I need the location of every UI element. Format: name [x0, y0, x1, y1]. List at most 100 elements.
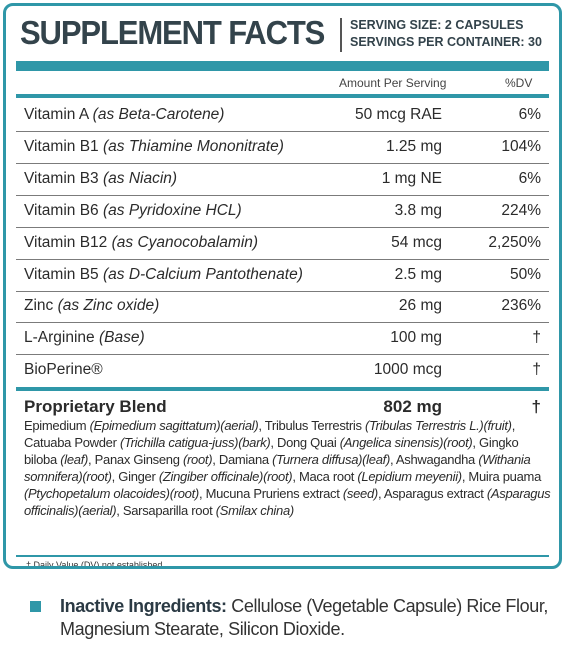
- nutrient-dv: 2,250%: [488, 233, 541, 251]
- nutrient-label: Vitamin B5: [24, 265, 99, 283]
- nutrient-amount: 100 mg: [390, 329, 442, 347]
- nutrient-dv: 6%: [518, 169, 541, 187]
- ingredient-detail: (Ptychopetalum olacoides)(root): [24, 486, 199, 501]
- nutrient-amount: 54 mcg: [391, 233, 442, 251]
- ingredient-detail: (leaf): [60, 452, 89, 467]
- nutrient-dv: 6%: [518, 106, 541, 123]
- nutrient-dv: 50%: [509, 265, 541, 283]
- ingredient-name: , Ginger: [111, 469, 159, 484]
- nutrient-name: Vitamin B5 (as D-Calcium Pantothenate): [24, 266, 303, 284]
- table-row: L-Arginine (Base) 100 mg †: [16, 323, 549, 356]
- bullet-square-icon: [30, 601, 41, 612]
- nutrient-amount: 3.8 mg: [394, 201, 442, 219]
- nutrient-name: Zinc (as Zinc oxide): [24, 297, 159, 315]
- inactive-list: Cellulose (Vegetable Capsule) Rice Flour…: [60, 596, 549, 639]
- nutrient-source: (as Niacin): [102, 169, 178, 187]
- serving-size: SERVING SIZE: 2 CAPSULES: [350, 18, 524, 32]
- blend-ingredients: Epimedium (Epimedium sagittatum)(aerial)…: [24, 417, 554, 519]
- ingredient-detail: (Turnera diffusa)(leaf): [272, 452, 390, 467]
- ingredient-name: , Asparagus extract: [377, 486, 487, 501]
- ingredient-detail: (Angelica sinensis)(root): [339, 435, 473, 450]
- nutrient-label: L-Arginine: [24, 329, 95, 347]
- ingredient-detail: (Asparagus officinalis)(aerial): [24, 486, 551, 518]
- table-row: Vitamin B1 (as Thiamine Mononitrate) 1.25…: [16, 132, 549, 164]
- ingredient-name: , Sarsaparilla root: [116, 503, 216, 518]
- table-row: Vitamin B6 (as Pyridoxine HCL) 3.8 mg 224%: [16, 196, 549, 228]
- nutrient-name: Vitamin B1 (as Thiamine Mononitrate): [24, 138, 284, 156]
- ingredient-detail: (Smilax china): [215, 503, 294, 518]
- nutrient-dv: 104%: [501, 137, 541, 155]
- header-bar: [16, 61, 549, 71]
- table-row: Vitamin B5 (as D-Calcium Pantothenate) 2.…: [16, 260, 549, 292]
- nutrient-source: (as Thiamine Mononitrate): [102, 137, 284, 155]
- nutrient-dv: 224%: [501, 201, 541, 219]
- nutrient-dv: †: [532, 361, 541, 379]
- table-row: Vitamin B3 (as Niacin) 1 mg NE 6%: [16, 164, 549, 196]
- ingredient-detail: (Withania somnifera)(root): [24, 452, 531, 484]
- inactive-text: Inactive Ingredients: Cellulose (Vegetab…: [60, 595, 560, 641]
- ingredient-detail: (Trichilla catigua-juss)(bark): [119, 435, 271, 450]
- table-row: BioPerine® 1000 mcg †: [16, 355, 549, 386]
- nutrient-label: Vitamin B1: [24, 137, 99, 155]
- ingredient-name: , Muira puama: [461, 469, 542, 484]
- column-dv-header: %DV: [505, 76, 533, 90]
- nutrient-label: Zinc: [24, 297, 54, 315]
- nutrient-label: Vitamin B6: [24, 201, 99, 219]
- nutrient-label: Vitamin B12: [24, 233, 108, 251]
- nutrient-amount: 1000 mcg: [373, 361, 442, 379]
- ingredient-detail: (root): [182, 452, 213, 467]
- column-header-rule: [16, 94, 549, 98]
- nutrient-source: (as Beta-Carotene): [92, 106, 225, 123]
- ingredient-detail: (Zingiber officinale)(root): [158, 469, 293, 484]
- nutrient-name: BioPerine®: [24, 361, 103, 379]
- ingredient-name: , Catuaba Powder: [24, 418, 516, 450]
- blend-rule: [16, 387, 549, 391]
- nutrient-name: Vitamin B6 (as Pyridoxine HCL): [24, 202, 242, 220]
- table-row: Vitamin A (as Beta-Carotene) 50 mcg RAE 6%: [16, 100, 549, 132]
- footnote: † Daily Value (DV) not established: [26, 560, 163, 569]
- nutrient-amount: 1.25 mg: [385, 137, 442, 155]
- nutrient-source: (Base): [98, 329, 145, 347]
- table-row: Vitamin B12 (as Cyanocobalamin) 54 mcg 2,2…: [16, 228, 549, 260]
- ingredient-name: , Maca root: [292, 469, 358, 484]
- ingredient-name: , Panax Ginseng: [88, 452, 183, 467]
- nutrient-amount: 2.5 mg: [394, 265, 442, 283]
- nutrient-name: Vitamin B12 (as Cyanocobalamin): [24, 234, 258, 252]
- nutrient-label: Vitamin B3: [24, 169, 99, 187]
- header-divider: [340, 18, 342, 52]
- ingredient-detail: (seed): [342, 486, 378, 501]
- ingredient-name: Epimedium: [24, 418, 90, 433]
- nutrient-name: L-Arginine (Base): [24, 329, 145, 347]
- footnote-rule: [16, 555, 549, 557]
- table-row: Zinc (as Zinc oxide) 26 mg 236%: [16, 291, 549, 324]
- nutrient-dv: †: [532, 329, 541, 347]
- ingredient-name: , Gingko biloba: [24, 435, 519, 467]
- inactive-label: Inactive Ingredients:: [60, 596, 227, 616]
- nutrient-source: (as Cyanocobalamin): [111, 233, 259, 251]
- panel-title: SUPPLEMENT FACTS: [20, 14, 325, 51]
- blend-dv: †: [531, 397, 541, 416]
- ingredient-detail: (Lepidium meyenii): [357, 469, 462, 484]
- nutrient-amount: 50 mcg RAE: [354, 106, 442, 123]
- blend-amount: 802 mg: [383, 397, 442, 416]
- supplement-facts-panel: SUPPLEMENT FACTS SERVING SIZE: 2 CAPSULE…: [3, 3, 562, 569]
- nutrient-label: BioPerine®: [24, 361, 103, 379]
- ingredient-name: , Tribulus Terrestris: [258, 418, 365, 433]
- ingredient-name: , Damiana: [212, 452, 273, 467]
- nutrient-amount: 26 mg: [398, 297, 442, 315]
- nutrient-name: Vitamin A (as Beta-Carotene): [24, 106, 224, 124]
- nutrient-label: Vitamin A: [24, 106, 89, 123]
- nutrient-source: (as Zinc oxide): [57, 297, 160, 315]
- ingredient-name: , Dong Quai: [270, 435, 340, 450]
- nutrient-source: (as D-Calcium Pantothenate): [102, 265, 303, 283]
- ingredient-detail: (Epimedium sagittatum)(aerial): [89, 418, 259, 433]
- nutrient-name: Vitamin B3 (as Niacin): [24, 170, 177, 188]
- serving-info: SERVING SIZE: 2 CAPSULES SERVINGS PER CO…: [350, 17, 542, 51]
- blend-name: Proprietary Blend: [24, 397, 167, 416]
- ingredient-name: , Ashwagandha: [389, 452, 479, 467]
- nutrient-source: (as Pyridoxine HCL): [102, 201, 242, 219]
- column-amount-header: Amount Per Serving: [339, 76, 447, 90]
- nutrient-amount: 1 mg NE: [381, 169, 442, 187]
- ingredient-name: , Mucuna Pruriens extract: [198, 486, 343, 501]
- nutrient-dv: 236%: [501, 297, 541, 315]
